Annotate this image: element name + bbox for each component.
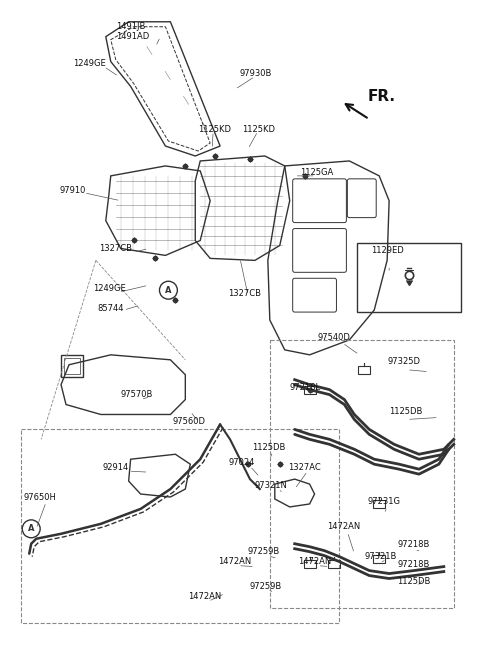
Text: 97259B: 97259B	[250, 582, 282, 591]
Text: 97910: 97910	[59, 186, 85, 195]
Text: A: A	[28, 524, 35, 533]
Text: 97259B: 97259B	[248, 547, 280, 556]
Text: 97218L: 97218L	[290, 383, 321, 392]
Bar	[373, 555, 385, 562]
Text: 1472AN: 1472AN	[218, 557, 252, 566]
Text: 97930B: 97930B	[240, 69, 272, 78]
Bar	[358, 366, 370, 374]
Text: 97218B: 97218B	[397, 560, 430, 569]
Text: 1491JB: 1491JB	[116, 22, 145, 31]
Bar	[304, 385, 315, 394]
Bar	[304, 560, 315, 568]
Text: 97650H: 97650H	[23, 493, 56, 501]
Text: A: A	[165, 286, 172, 295]
Text: 1125DB: 1125DB	[252, 443, 285, 452]
Text: FR.: FR.	[367, 89, 395, 104]
Text: 97321B: 97321B	[364, 552, 396, 561]
Text: 1125DB: 1125DB	[397, 577, 431, 586]
Text: 97024: 97024	[228, 458, 254, 467]
Text: 1125DB: 1125DB	[389, 407, 422, 416]
Text: 1249GE: 1249GE	[73, 59, 106, 68]
Text: 1249GE: 1249GE	[93, 284, 126, 293]
Bar	[373, 500, 385, 508]
Text: 1125GA: 1125GA	[300, 169, 333, 177]
Text: 97540D: 97540D	[318, 333, 350, 342]
Text: 85744: 85744	[98, 303, 124, 312]
Text: 97325D: 97325D	[387, 357, 420, 367]
Text: 97570B: 97570B	[120, 390, 153, 399]
Text: 1472AN: 1472AN	[188, 592, 222, 601]
Text: 1491AD: 1491AD	[116, 32, 149, 41]
Text: 97321N: 97321N	[255, 480, 288, 490]
Bar	[61, 355, 83, 377]
Text: 1327AC: 1327AC	[288, 463, 321, 472]
Bar	[64, 358, 80, 374]
Text: 1125KD: 1125KD	[242, 124, 275, 133]
Text: 97231G: 97231G	[367, 497, 400, 506]
Text: 1472AN: 1472AN	[327, 522, 361, 531]
Text: 97560D: 97560D	[172, 417, 205, 426]
Text: 1129ED: 1129ED	[371, 246, 404, 255]
Text: 1327CB: 1327CB	[228, 288, 261, 298]
Bar	[328, 560, 340, 568]
Text: 1472AN: 1472AN	[298, 557, 331, 566]
Text: 1125KD: 1125KD	[198, 124, 231, 133]
Text: 92914: 92914	[103, 463, 129, 472]
Text: 1327CB: 1327CB	[99, 244, 132, 253]
Text: 97218B: 97218B	[397, 540, 430, 549]
